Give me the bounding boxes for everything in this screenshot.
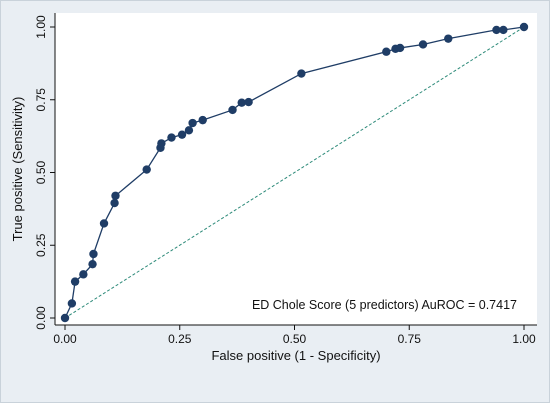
- y-tick-label: 0.50: [34, 160, 48, 184]
- x-tick-label: 0.50: [283, 332, 307, 346]
- roc-point: [157, 139, 166, 148]
- x-tick-label: 0.25: [168, 332, 192, 346]
- plot-area: [55, 13, 537, 325]
- y-tick-label: 0.00: [34, 306, 48, 330]
- y-tick-label: 1.00: [34, 15, 48, 39]
- roc-point: [184, 126, 194, 135]
- roc-point: [297, 69, 306, 78]
- roc-points: [60, 22, 529, 323]
- roc-point: [499, 25, 508, 35]
- roc-point: [110, 198, 119, 208]
- x-axis-title: False positive (1 - Specificity): [211, 348, 380, 363]
- roc-point: [188, 118, 197, 128]
- roc-point: [60, 313, 70, 323]
- roc-point: [198, 115, 207, 125]
- roc-point: [244, 97, 253, 107]
- roc-point: [99, 219, 109, 228]
- roc-point: [79, 270, 88, 279]
- y-axis-title: True positive (Sensitivity): [10, 97, 25, 242]
- roc-point: [519, 22, 529, 32]
- reference-diagonal-line: [64, 26, 525, 319]
- roc-point: [167, 133, 176, 142]
- roc-point: [88, 259, 97, 269]
- roc-point: [382, 47, 391, 56]
- y-tick-label: 0.75: [34, 88, 48, 112]
- roc-point: [237, 98, 246, 107]
- roc-point: [395, 43, 405, 53]
- auroc-annotation: ED Chole Score (5 predictors) AuROC = 0.…: [252, 298, 517, 312]
- x-tick-label: 0.00: [53, 332, 77, 346]
- roc-point: [89, 249, 98, 259]
- x-tick-label: 0.75: [398, 332, 422, 346]
- y-tick-label: 0.25: [34, 233, 48, 257]
- roc-point: [142, 165, 151, 174]
- roc-point: [492, 25, 501, 35]
- roc-point: [111, 191, 120, 200]
- axes: 0.00 0.00 0.25 0.25 0.50 0.50 0.75 0.75 1.00 1.00: [34, 13, 537, 346]
- roc-point: [70, 277, 80, 286]
- roc-point: [67, 299, 77, 308]
- roc-point: [228, 105, 237, 115]
- x-tick-label: 1.00: [512, 332, 536, 346]
- roc-point: [418, 40, 428, 49]
- roc-point: [177, 130, 187, 139]
- roc-point: [444, 34, 453, 43]
